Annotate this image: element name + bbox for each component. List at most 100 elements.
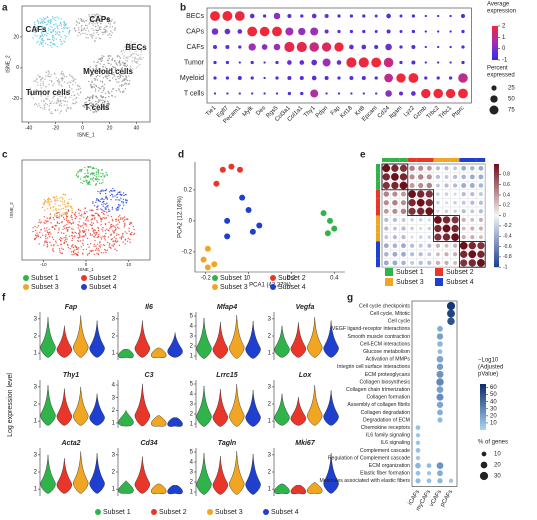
cell-dot — [140, 54, 142, 56]
cell-dot — [74, 211, 77, 214]
cell-dot — [109, 36, 111, 39]
cell-dot — [123, 224, 126, 227]
cell-dot — [75, 253, 78, 255]
cell-dot — [59, 103, 61, 106]
cell-dot — [96, 220, 98, 222]
expression-dot — [322, 58, 331, 67]
cell-dot — [100, 60, 102, 62]
cell-dot — [53, 93, 56, 96]
correlation-dot — [401, 191, 406, 197]
cell-dot — [129, 70, 131, 72]
cell-dot — [122, 241, 124, 243]
cell-dot — [127, 237, 129, 240]
cell-dot — [95, 76, 98, 78]
correlation-dot — [468, 250, 477, 259]
cell-dot — [96, 221, 99, 224]
cell-dot — [98, 100, 100, 102]
correlation-dot — [425, 199, 433, 207]
term-label: IL6 signaling — [381, 440, 410, 446]
cell-dot — [46, 32, 49, 35]
cell-dot — [132, 42, 135, 44]
cell-dot — [95, 66, 98, 68]
violin — [40, 317, 56, 358]
cell-dot — [126, 199, 128, 202]
cell-dot — [95, 201, 97, 204]
cell-dot — [85, 218, 88, 220]
cell-dot — [65, 109, 67, 111]
cell-dot — [112, 71, 115, 74]
correlation-dot — [478, 192, 483, 197]
cell-dot — [100, 198, 102, 201]
y-tick-label: 3 — [112, 316, 116, 322]
group-bar — [376, 258, 380, 268]
cell-dot — [112, 77, 114, 79]
term-label: ECM organization — [369, 463, 410, 469]
cell-dot — [89, 223, 91, 226]
cell-dot — [127, 58, 129, 60]
x-tick-label: -0.2 — [201, 276, 212, 282]
violin — [229, 314, 245, 359]
y-tick-label: 3 — [34, 384, 38, 390]
expression-dot — [324, 29, 329, 34]
cell-dot — [102, 172, 104, 175]
cell-dot — [43, 104, 45, 107]
cell-dot — [47, 73, 49, 76]
expression-dot — [263, 76, 266, 80]
expression-dot — [399, 45, 403, 49]
cell-dot — [33, 93, 35, 95]
legend-label: Subset 1 — [220, 275, 248, 282]
enrichment-dot — [415, 433, 421, 438]
cell-dot — [120, 50, 123, 52]
cell-dot — [129, 42, 132, 45]
enrichment-dot — [426, 478, 432, 484]
cell-dot — [36, 232, 38, 234]
cell-dot — [53, 218, 55, 221]
cell-dot — [118, 89, 121, 91]
correlation-dot — [478, 226, 484, 231]
cell-dot — [87, 253, 89, 255]
axes-box — [411, 300, 458, 487]
cell-dot — [93, 29, 95, 31]
cell-dot — [53, 24, 55, 26]
colorbar-label: -1 — [502, 58, 508, 64]
cell-dot — [67, 247, 70, 249]
cell-dot — [99, 37, 102, 40]
cell-dot — [47, 29, 49, 32]
cell-dot — [42, 82, 45, 85]
cell-dot — [109, 227, 111, 229]
y-tick-label: 2 — [34, 334, 38, 340]
term-label: VEGF ligand-receptor interactions — [332, 326, 411, 332]
cell-dot — [49, 42, 52, 44]
correlation-dot — [391, 164, 399, 172]
cell-dot — [78, 240, 80, 243]
colorbar-label: 50 — [490, 392, 497, 398]
y-tick-label: 1 — [34, 351, 38, 357]
cell-dot — [41, 20, 43, 22]
group-bar — [376, 181, 380, 190]
cell-dot — [97, 253, 99, 256]
correlation-dot — [383, 260, 389, 266]
cell-dot — [90, 84, 92, 87]
cell-dot — [33, 104, 36, 106]
cell-dot — [34, 102, 37, 105]
cell-dot — [52, 238, 55, 241]
gene-label: Mylk — [242, 105, 256, 119]
cell-dot — [85, 29, 87, 32]
expression-dot — [334, 42, 344, 52]
cell-dot — [44, 230, 46, 232]
cell-dot — [101, 96, 104, 99]
correlation-dot — [410, 235, 414, 239]
cell-dot — [48, 231, 50, 234]
cell-dot — [33, 91, 36, 94]
colorbar-label: 0.2 — [503, 203, 510, 209]
cell-dot — [41, 43, 43, 45]
expression-dot — [386, 13, 391, 19]
term-label: Collagen chain trimerization — [346, 387, 410, 393]
x-axis-label: tSNE_1 — [78, 267, 94, 272]
cell-dot — [40, 95, 42, 97]
cell-dot — [33, 80, 35, 82]
cell-dot — [99, 88, 102, 90]
cell-dot — [42, 30, 44, 33]
cell-dot — [106, 202, 108, 204]
cell-dot — [110, 73, 113, 75]
